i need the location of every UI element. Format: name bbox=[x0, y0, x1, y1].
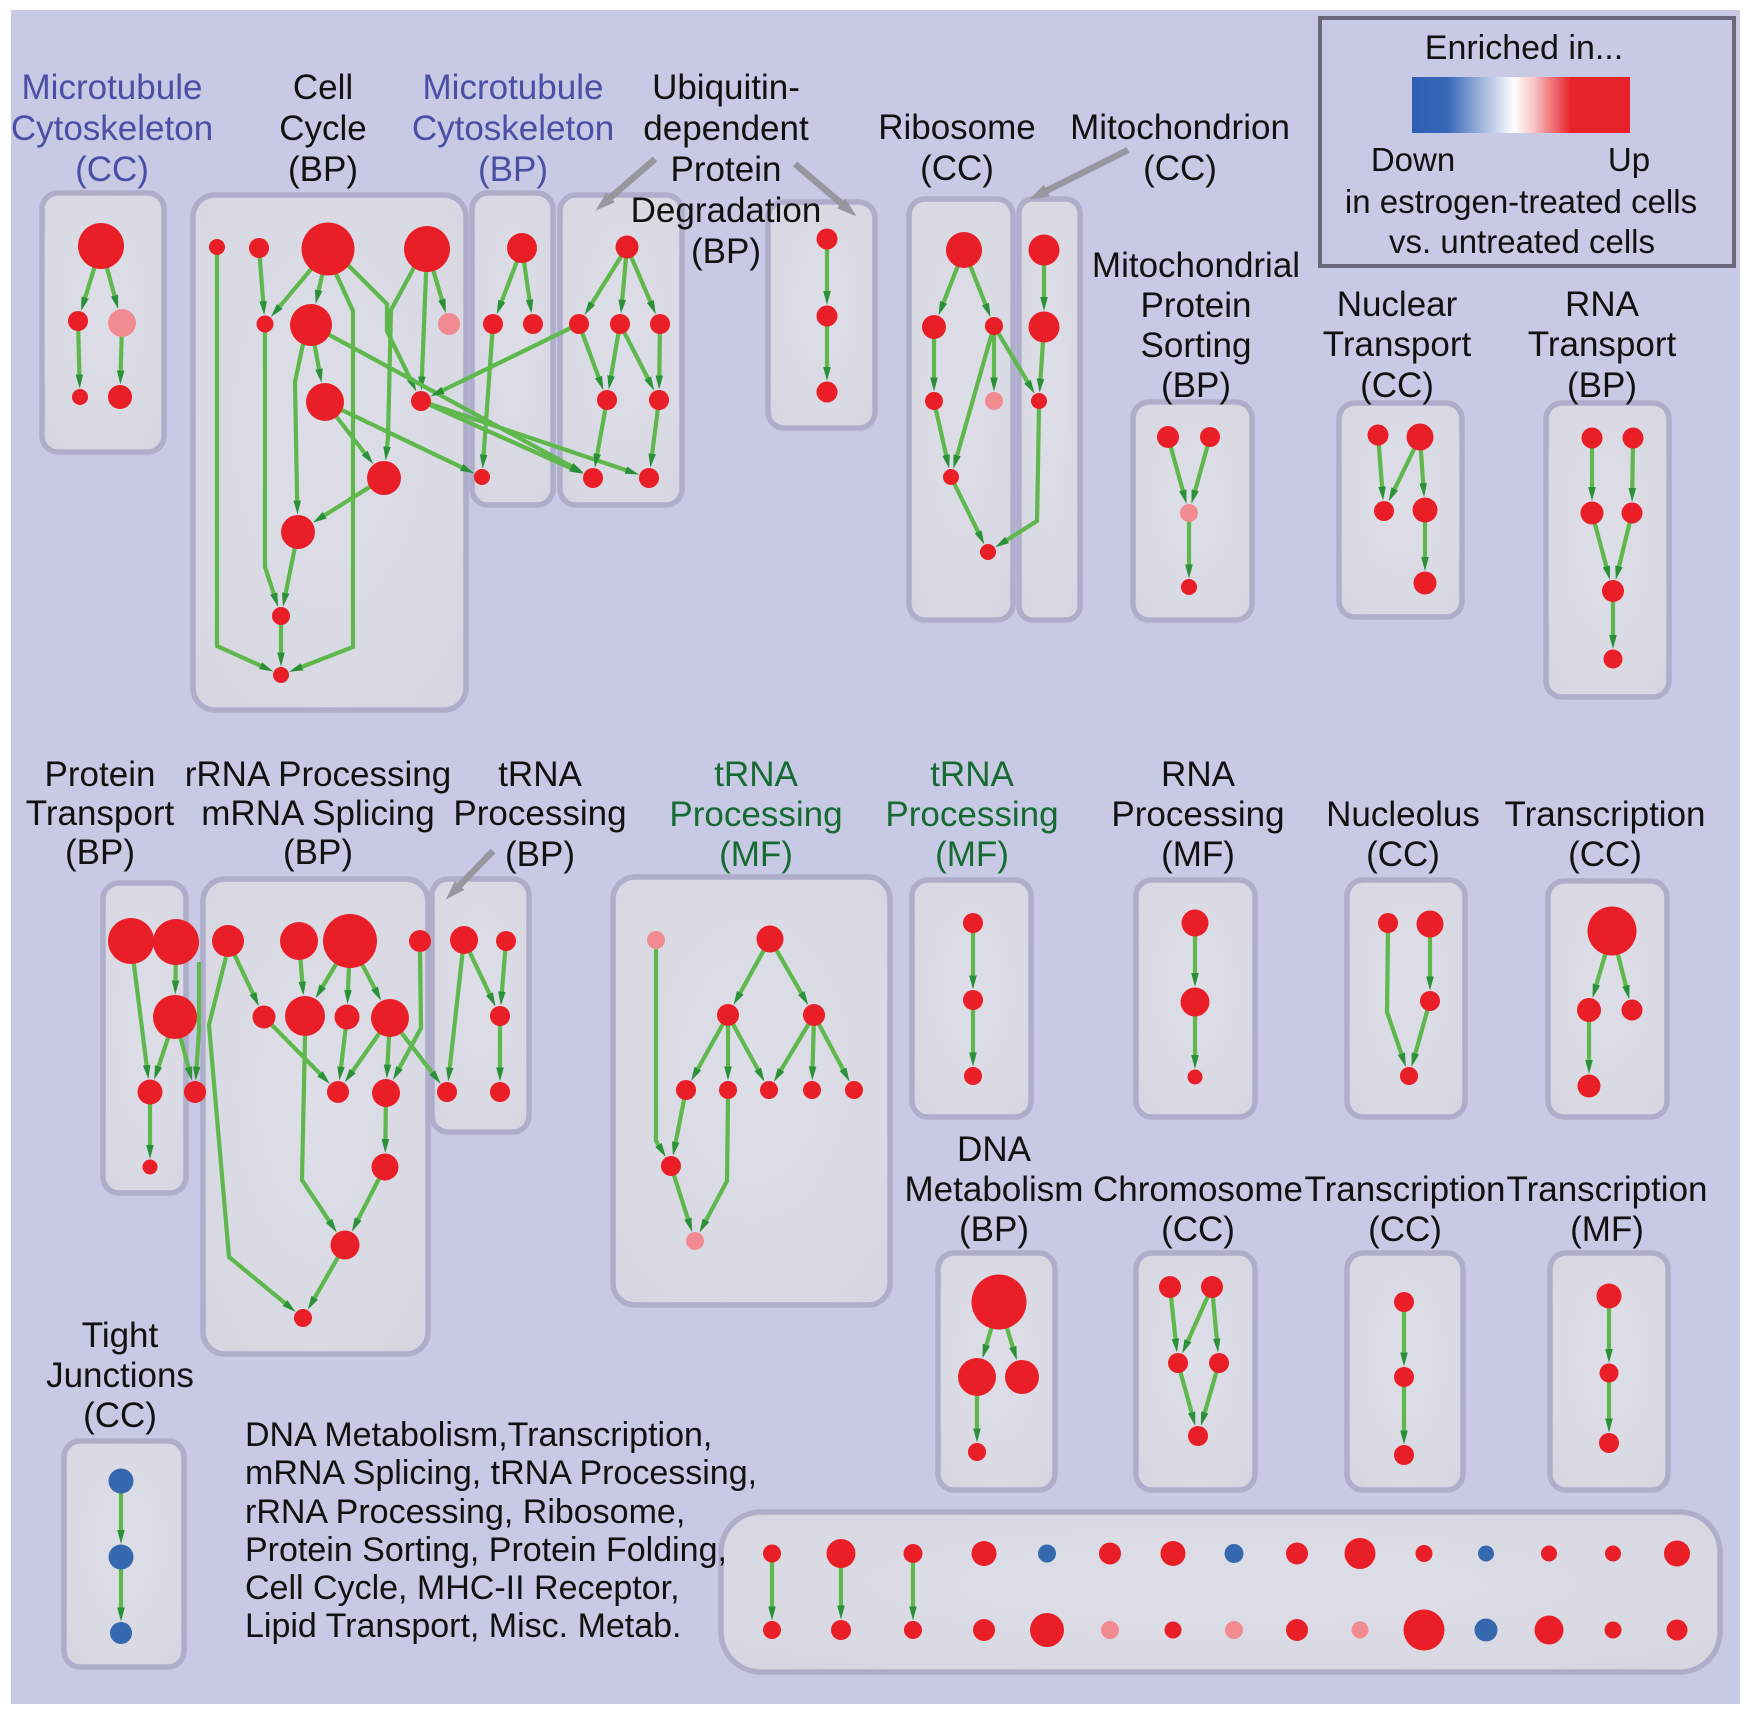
svg-text:(MF): (MF) bbox=[935, 835, 1009, 874]
svg-text:(CC): (CC) bbox=[920, 149, 994, 188]
svg-text:tRNA: tRNA bbox=[498, 755, 582, 794]
svg-text:dependent: dependent bbox=[643, 109, 809, 148]
svg-text:Protein: Protein bbox=[45, 755, 156, 794]
svg-text:Cytoskeleton: Cytoskeleton bbox=[412, 109, 614, 148]
svg-text:Sorting: Sorting bbox=[1141, 326, 1252, 365]
svg-text:Microtubule: Microtubule bbox=[423, 68, 604, 107]
svg-text:tRNA: tRNA bbox=[930, 755, 1014, 794]
svg-text:(CC): (CC) bbox=[1360, 366, 1434, 405]
svg-text:(BP): (BP) bbox=[959, 1210, 1029, 1249]
svg-text:Microtubule: Microtubule bbox=[22, 68, 203, 107]
svg-text:Mitochondrial: Mitochondrial bbox=[1092, 246, 1300, 285]
svg-text:(BP): (BP) bbox=[1161, 366, 1231, 405]
svg-text:(BP): (BP) bbox=[283, 833, 353, 872]
svg-text:RNA: RNA bbox=[1565, 285, 1640, 324]
svg-text:tRNA: tRNA bbox=[714, 755, 798, 794]
svg-text:Nuclear: Nuclear bbox=[1337, 285, 1458, 324]
svg-text:Cell: Cell bbox=[293, 68, 353, 107]
svg-text:Chromosome: Chromosome bbox=[1093, 1170, 1303, 1209]
svg-text:(BP): (BP) bbox=[65, 833, 135, 872]
svg-text:(CC): (CC) bbox=[1143, 149, 1217, 188]
svg-text:Processing: Processing bbox=[1111, 795, 1284, 834]
svg-text:Cytoskeleton: Cytoskeleton bbox=[11, 109, 213, 148]
svg-text:RNA: RNA bbox=[1161, 755, 1236, 794]
svg-text:Up: Up bbox=[1608, 141, 1650, 178]
svg-text:(MF): (MF) bbox=[1570, 1210, 1644, 1249]
svg-text:mRNA Splicing: mRNA Splicing bbox=[201, 794, 434, 833]
svg-text:Transport: Transport bbox=[1528, 325, 1677, 364]
svg-text:Ubiquitin-: Ubiquitin- bbox=[652, 68, 800, 107]
svg-text:Protein: Protein bbox=[671, 150, 782, 189]
svg-text:DNA: DNA bbox=[957, 1130, 1032, 1169]
svg-text:Processing: Processing bbox=[669, 795, 842, 834]
svg-text:mRNA Splicing, tRNA Processing: mRNA Splicing, tRNA Processing, bbox=[245, 1454, 757, 1492]
svg-text:Cycle: Cycle bbox=[279, 109, 367, 148]
svg-text:Lipid Transport, Misc. Metab.: Lipid Transport, Misc. Metab. bbox=[245, 1607, 682, 1645]
svg-text:Metabolism: Metabolism bbox=[905, 1170, 1084, 1209]
svg-text:Tight: Tight bbox=[82, 1316, 159, 1355]
svg-text:Transcription: Transcription bbox=[1507, 1170, 1708, 1209]
svg-text:Transport: Transport bbox=[1323, 325, 1472, 364]
svg-text:vs. untreated cells: vs. untreated cells bbox=[1389, 223, 1655, 260]
svg-text:(CC): (CC) bbox=[83, 1396, 157, 1435]
svg-text:(BP): (BP) bbox=[288, 150, 358, 189]
svg-text:Transcription: Transcription bbox=[1505, 795, 1706, 834]
svg-text:Processing: Processing bbox=[453, 794, 626, 833]
svg-text:in estrogen-treated cells: in estrogen-treated cells bbox=[1345, 183, 1697, 220]
svg-text:Junctions: Junctions bbox=[46, 1356, 194, 1395]
svg-text:Transcription: Transcription bbox=[1305, 1170, 1506, 1209]
svg-text:(BP): (BP) bbox=[478, 150, 548, 189]
svg-text:(BP): (BP) bbox=[505, 835, 575, 874]
svg-text:Nucleolus: Nucleolus bbox=[1326, 795, 1480, 834]
svg-text:Protein Sorting, Protein Foldi: Protein Sorting, Protein Folding, bbox=[245, 1531, 727, 1569]
svg-text:(BP): (BP) bbox=[1567, 366, 1637, 405]
svg-text:(CC): (CC) bbox=[1368, 1210, 1442, 1249]
svg-text:Processing: Processing bbox=[885, 795, 1058, 834]
svg-text:Enriched in...: Enriched in... bbox=[1425, 29, 1623, 67]
svg-text:(BP): (BP) bbox=[691, 232, 761, 271]
svg-text:Degradation: Degradation bbox=[631, 191, 822, 230]
svg-text:rRNA Processing, Ribosome,: rRNA Processing, Ribosome, bbox=[245, 1493, 685, 1531]
svg-text:Cell Cycle, MHC-II Receptor,: Cell Cycle, MHC-II Receptor, bbox=[245, 1569, 680, 1607]
svg-text:(CC): (CC) bbox=[1161, 1210, 1235, 1249]
svg-text:(CC): (CC) bbox=[1568, 835, 1642, 874]
svg-text:Transport: Transport bbox=[26, 794, 175, 833]
svg-text:(CC): (CC) bbox=[75, 150, 149, 189]
svg-text:Down: Down bbox=[1371, 141, 1455, 178]
svg-text:DNA Metabolism,Transcription,: DNA Metabolism,Transcription, bbox=[245, 1416, 712, 1454]
svg-text:rRNA Processing: rRNA Processing bbox=[185, 755, 451, 794]
svg-text:(MF): (MF) bbox=[719, 835, 793, 874]
svg-text:(MF): (MF) bbox=[1161, 835, 1235, 874]
svg-text:Ribosome: Ribosome bbox=[878, 108, 1036, 147]
svg-text:(CC): (CC) bbox=[1366, 835, 1440, 874]
svg-text:Protein: Protein bbox=[1141, 286, 1252, 325]
svg-text:Mitochondrion: Mitochondrion bbox=[1070, 108, 1290, 147]
